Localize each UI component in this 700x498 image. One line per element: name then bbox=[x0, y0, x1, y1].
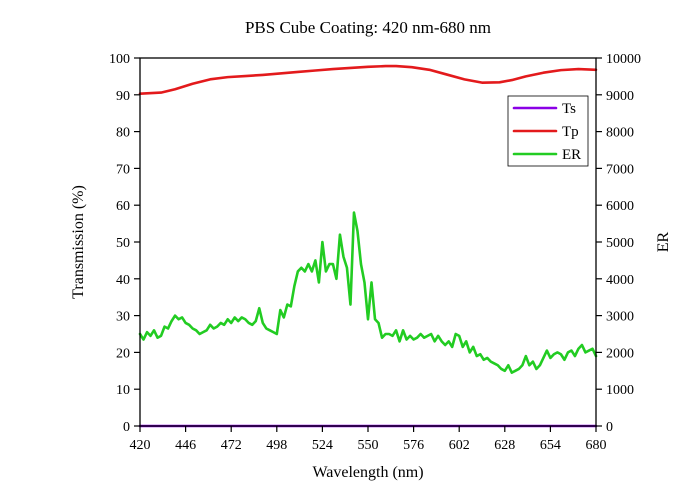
legend-label-er: ER bbox=[562, 147, 581, 163]
y2-tick-label: 8000 bbox=[606, 126, 634, 141]
x-tick-label: 680 bbox=[586, 438, 607, 453]
y2-tick-label: 9000 bbox=[606, 89, 634, 104]
x-tick-label: 524 bbox=[312, 438, 333, 453]
y2-tick-label: 5000 bbox=[606, 236, 634, 251]
y2-tick-label: 10000 bbox=[606, 52, 641, 67]
y2-tick-label: 0 bbox=[606, 420, 613, 435]
x-tick-label: 550 bbox=[358, 438, 379, 453]
x-axis-label: Wavelength (nm) bbox=[312, 464, 423, 481]
x-tick-label: 420 bbox=[130, 438, 151, 453]
y-tick-label: 20 bbox=[116, 346, 130, 361]
y2-axis-ticks: 0 1000 2000 3000 4000 5000 6000 7000 8000 9000 100… bbox=[596, 52, 641, 435]
x-tick-label: 472 bbox=[221, 438, 242, 453]
y-tick-label: 50 bbox=[116, 236, 130, 251]
y-tick-label: 30 bbox=[116, 310, 130, 325]
x-tick-label: 602 bbox=[449, 438, 470, 453]
y2-tick-label: 2000 bbox=[606, 346, 634, 361]
y-axis-label: Transmission (%) bbox=[70, 185, 87, 299]
y-tick-label: 90 bbox=[116, 89, 130, 104]
x-tick-label: 446 bbox=[175, 438, 196, 453]
x-tick-label: 628 bbox=[494, 438, 515, 453]
y-tick-label: 0 bbox=[123, 420, 130, 435]
y-tick-label: 40 bbox=[116, 273, 130, 288]
series-line-tp bbox=[138, 64, 598, 95]
legend-label-ts: Ts bbox=[562, 101, 576, 117]
series-line-er bbox=[138, 211, 598, 374]
x-tick-label: 576 bbox=[403, 438, 424, 453]
chart-title: PBS Cube Coating: 420 nm-680 nm bbox=[245, 18, 491, 37]
y-tick-label: 70 bbox=[116, 162, 130, 177]
legend-label-tp: Tp bbox=[562, 124, 579, 140]
y-tick-label: 60 bbox=[116, 199, 130, 214]
x-tick-label: 654 bbox=[540, 438, 561, 453]
y2-tick-label: 3000 bbox=[606, 310, 634, 325]
x-axis-ticks: 420 446 472 498 524 550 576 602 628 654 680 bbox=[130, 426, 607, 453]
y-tick-label: 80 bbox=[116, 126, 130, 141]
y2-axis-label: ER bbox=[655, 231, 672, 252]
x-tick-label: 498 bbox=[266, 438, 287, 453]
legend: Ts Tp ER bbox=[507, 95, 589, 167]
y2-tick-label: 6000 bbox=[606, 199, 634, 214]
y-tick-label: 10 bbox=[116, 383, 130, 398]
y-tick-label: 100 bbox=[109, 52, 130, 67]
y2-tick-label: 7000 bbox=[606, 162, 634, 177]
y2-tick-label: 4000 bbox=[606, 273, 634, 288]
y-axis-ticks: 0 10 20 30 40 50 60 70 80 90 100 bbox=[109, 52, 140, 435]
y2-tick-label: 1000 bbox=[606, 383, 634, 398]
